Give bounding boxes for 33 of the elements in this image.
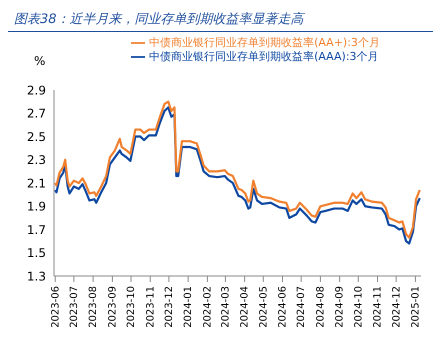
x-tick-label: 2023-11 [145, 286, 156, 328]
x-tick-label: 2023-06 [50, 286, 62, 328]
x-tick-label: 2024-02 [202, 286, 214, 328]
x-tick-label: 2025-01 [410, 286, 422, 328]
x-tick-label: 2023-10 [126, 286, 138, 328]
x-tick-label: 2024-03 [220, 286, 232, 328]
x-tick-label: 2023-09 [107, 286, 118, 328]
x-tick-label: 2024-04 [240, 286, 251, 328]
y-tick-label: 2.9 [26, 83, 46, 98]
legend-label: 中债商业银行同业存单到期收益率(AAA):3个月 [149, 50, 379, 64]
y-tick-label: 2.1 [26, 176, 46, 190]
y-tick-label: 1.9 [26, 200, 46, 214]
x-tick-label: 2023-07 [68, 286, 80, 328]
y-axis-title: % [34, 54, 46, 68]
chart-title: 图表38：近半月来，同业存单到期收益率显著走高 [8, 8, 433, 32]
y-tick-label: 2.3 [26, 153, 46, 168]
x-tick-label: 2024-09 [334, 286, 346, 328]
y-tick-label: 1.7 [26, 222, 46, 237]
x-tick-label: 2024-12 [391, 286, 402, 328]
x-tick-label: 2024-01 [183, 286, 194, 328]
y-tick-label: 1.3 [26, 269, 46, 284]
y-tick-label: 1.5 [26, 246, 46, 260]
x-tick-label: 2024-06 [278, 286, 289, 328]
legend-label: 中债商业银行同业存单到期收益率(AA+):3个月 [149, 36, 380, 50]
x-tick-label: 2024-10 [353, 286, 364, 328]
x-tick-label: 2024-05 [258, 286, 270, 328]
x-tick-label: 2024-11 [372, 286, 384, 328]
y-tick-label: 2.5 [26, 130, 46, 144]
x-tick-label: 2024-08 [316, 286, 326, 328]
x-tick-label: 2023-08 [88, 286, 100, 328]
x-tick-label: 2023-12 [164, 286, 175, 328]
x-tick-label: 2024-07 [296, 286, 308, 328]
y-tick-label: 2.7 [26, 106, 46, 121]
